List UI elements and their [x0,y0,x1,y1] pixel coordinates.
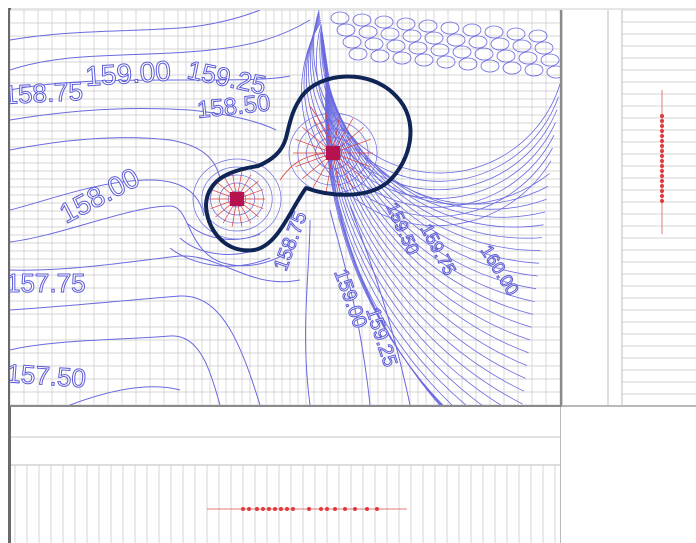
window-left-border [8,8,11,543]
side-grid [622,10,696,395]
contour-label: 157.50 [10,358,87,393]
bottom-grid [14,465,556,543]
contour-label: 158.50 [196,89,272,124]
contour-label: 160.00 [477,242,523,299]
model-grid [10,10,560,405]
contour-label: 158.75 [270,209,312,274]
side-section-canvas[interactable] [562,10,696,405]
contour-label: 159.00 [84,55,172,92]
head-contours [10,10,411,405]
plan-view-panel[interactable]: 158.75 159.00 159.25 158.50 158.00 157.7… [10,10,562,407]
side-section-panel[interactable] [562,10,696,407]
side-path-points [660,114,664,203]
contour-label: 157.75 [10,268,86,298]
square-marker-icon[interactable] [230,192,244,206]
contour-label: 158.75 [10,76,84,110]
bottom-section-canvas[interactable] [11,407,560,543]
bottom-section-panel[interactable] [11,407,561,543]
bottom-path-points [241,507,379,511]
window-top-border [8,8,696,11]
empty-corner-panel [561,407,696,543]
plan-view-canvas[interactable]: 158.75 159.00 159.25 158.50 158.00 157.7… [10,10,560,405]
dense-contours-right [192,10,560,405]
capture-zone-outline-icon[interactable] [204,74,413,253]
square-marker-icon[interactable] [326,146,340,160]
